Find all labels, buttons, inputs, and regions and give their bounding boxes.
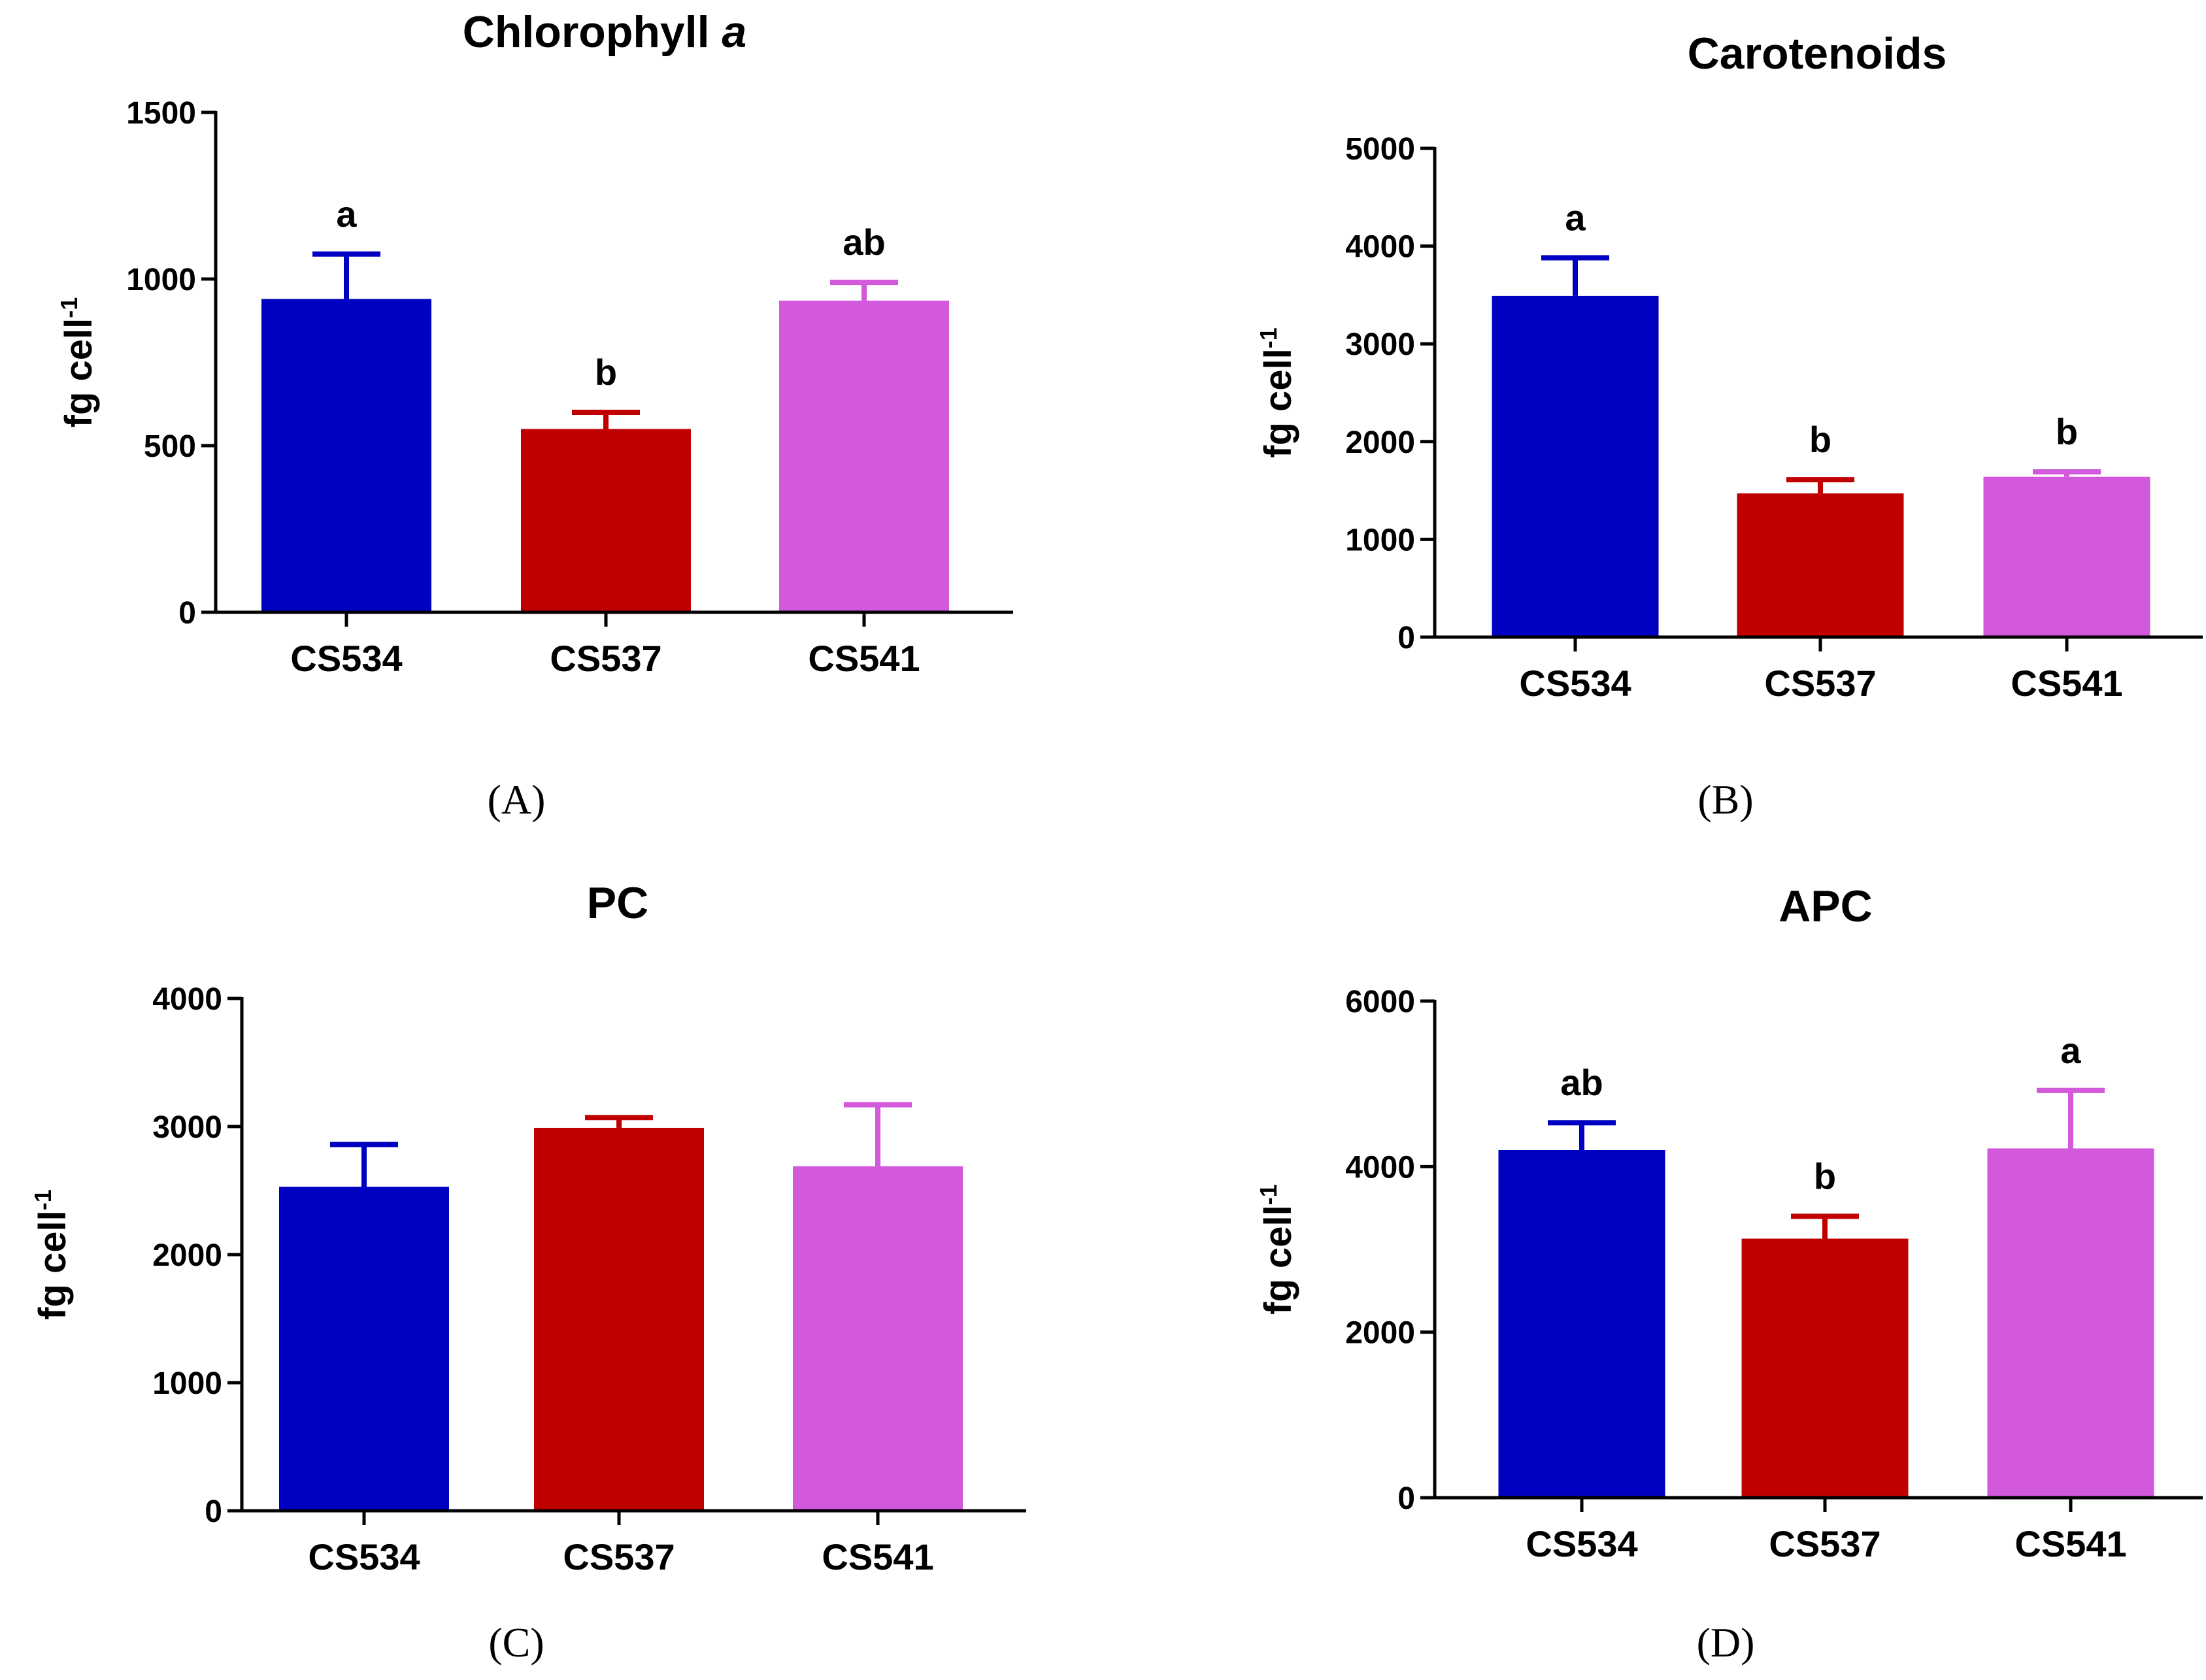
- panel-label: (A): [488, 776, 546, 823]
- panel-label: (B): [1697, 776, 1753, 823]
- y-tick-label: 1000: [1345, 523, 1415, 557]
- chart-title-main: Carotenoids: [1688, 29, 1947, 78]
- chart-title-main: PC: [587, 878, 648, 928]
- y-tick-label: 3000: [1345, 327, 1415, 362]
- chart-title-main: APC: [1779, 881, 1873, 931]
- panel-label: (D): [1697, 1619, 1755, 1666]
- x-tick-label-cs541: CS541: [808, 638, 920, 679]
- x-tick-label-cs534: CS534: [290, 638, 402, 679]
- y-tick-label: 5000: [1345, 132, 1415, 167]
- y-axis-label: fg cell-1: [1255, 327, 1299, 458]
- bar-cs537: [534, 1127, 704, 1511]
- significance-letter-cs541: a: [2060, 1030, 2081, 1071]
- significance-letter-cs541: b: [2056, 411, 2078, 452]
- y-axis-label-main: fg cell: [1257, 348, 1299, 458]
- y-axis-label-main: fg cell: [31, 1210, 74, 1320]
- bar-cs534: [279, 1187, 449, 1511]
- y-axis-label: fg cell-1: [29, 1189, 74, 1320]
- y-tick-label: 1000: [152, 1366, 222, 1401]
- bar-cs534: [1498, 1150, 1665, 1498]
- x-tick-label-cs541: CS541: [2014, 1523, 2126, 1564]
- chart-title-main: Chlorophyll: [463, 7, 710, 57]
- y-axis-label: fg cell-1: [1255, 1184, 1299, 1315]
- chart-title: Carotenoids: [1688, 29, 1947, 78]
- y-tick-label: 500: [144, 429, 196, 464]
- significance-letter-cs537: b: [1814, 1155, 1836, 1196]
- y-tick-label: 2000: [152, 1238, 222, 1273]
- bar-cs541: [1987, 1148, 2154, 1498]
- chart-title: Chlorophyll a: [463, 7, 747, 57]
- significance-letter-cs534: a: [1565, 197, 1586, 239]
- x-tick-label-cs541: CS541: [2011, 663, 2122, 704]
- y-axis-label-superscript: -1: [29, 1189, 56, 1210]
- y-axis-label-superscript: -1: [1255, 1184, 1282, 1205]
- y-tick-label: 2000: [1345, 425, 1415, 460]
- x-tick-label-cs534: CS534: [1526, 1523, 1637, 1564]
- x-tick-label-cs537: CS537: [563, 1536, 675, 1577]
- chart-panel-3: PC fg cell-1 0 1000 2000 3000 4000 CS534 CS537 CS…: [29, 878, 1026, 1666]
- bar-cs541: [1983, 476, 2150, 637]
- y-axis-label-main: fg cell: [58, 318, 100, 428]
- x-tick-label-cs537: CS537: [1764, 663, 1876, 704]
- y-tick-label: 0: [1397, 621, 1415, 655]
- y-axis-label-main: fg cell: [1257, 1205, 1299, 1315]
- x-tick-label-cs534: CS534: [308, 1536, 420, 1577]
- y-tick-label: 0: [205, 1494, 222, 1529]
- chart-title: PC: [587, 878, 648, 928]
- chart-panel-4: APC fg cell-1 ab b a 0 2000 4000 6000 CS534 CS537 C…: [1255, 881, 2203, 1666]
- bar-cs534: [261, 299, 431, 612]
- y-tick-label: 2000: [1345, 1316, 1415, 1351]
- y-tick-label: 1500: [126, 96, 196, 131]
- y-tick-label: 3000: [152, 1110, 222, 1145]
- y-tick-label: 0: [1397, 1481, 1415, 1516]
- x-tick-label-cs541: CS541: [822, 1536, 933, 1577]
- y-axis-label: fg cell-1: [56, 297, 100, 428]
- significance-letter-cs534: ab: [1560, 1062, 1603, 1103]
- bar-cs537: [1741, 1238, 1909, 1498]
- significance-letter-cs541: ab: [843, 222, 885, 263]
- bar-cs537: [521, 429, 691, 612]
- significance-letter-cs537: b: [595, 352, 617, 393]
- x-tick-label-cs537: CS537: [550, 638, 661, 679]
- y-tick-label: 4000: [1345, 1150, 1415, 1185]
- bar-cs541: [779, 301, 949, 612]
- chart-title: APC: [1779, 881, 1873, 931]
- y-tick-label: 6000: [1345, 985, 1415, 1019]
- y-tick-label: 4000: [152, 982, 222, 1017]
- panel-label: (C): [488, 1619, 544, 1666]
- bar-cs537: [1737, 493, 1904, 637]
- chart-panel-1: Chlorophyll afg cell-1abab050010001500CS…: [56, 7, 1013, 823]
- significance-letter-cs534: a: [336, 193, 357, 235]
- y-axis-label-superscript: -1: [56, 297, 82, 318]
- bar-cs541: [793, 1166, 963, 1511]
- y-tick-label: 1000: [126, 263, 196, 297]
- bar-cs534: [1492, 295, 1659, 637]
- y-tick-label: 4000: [1345, 230, 1415, 265]
- x-tick-label-cs537: CS537: [1769, 1523, 1880, 1564]
- chart-title-italic: a: [722, 7, 746, 57]
- y-tick-label: 0: [178, 596, 196, 631]
- y-axis-label-superscript: -1: [1255, 327, 1282, 348]
- significance-letter-cs537: b: [1809, 419, 1831, 460]
- chart-panel-2: Carotenoids fg cell-1 a b b 0 1000 2000 3000 4000…: [1255, 29, 2203, 823]
- x-tick-label-cs534: CS534: [1519, 663, 1631, 704]
